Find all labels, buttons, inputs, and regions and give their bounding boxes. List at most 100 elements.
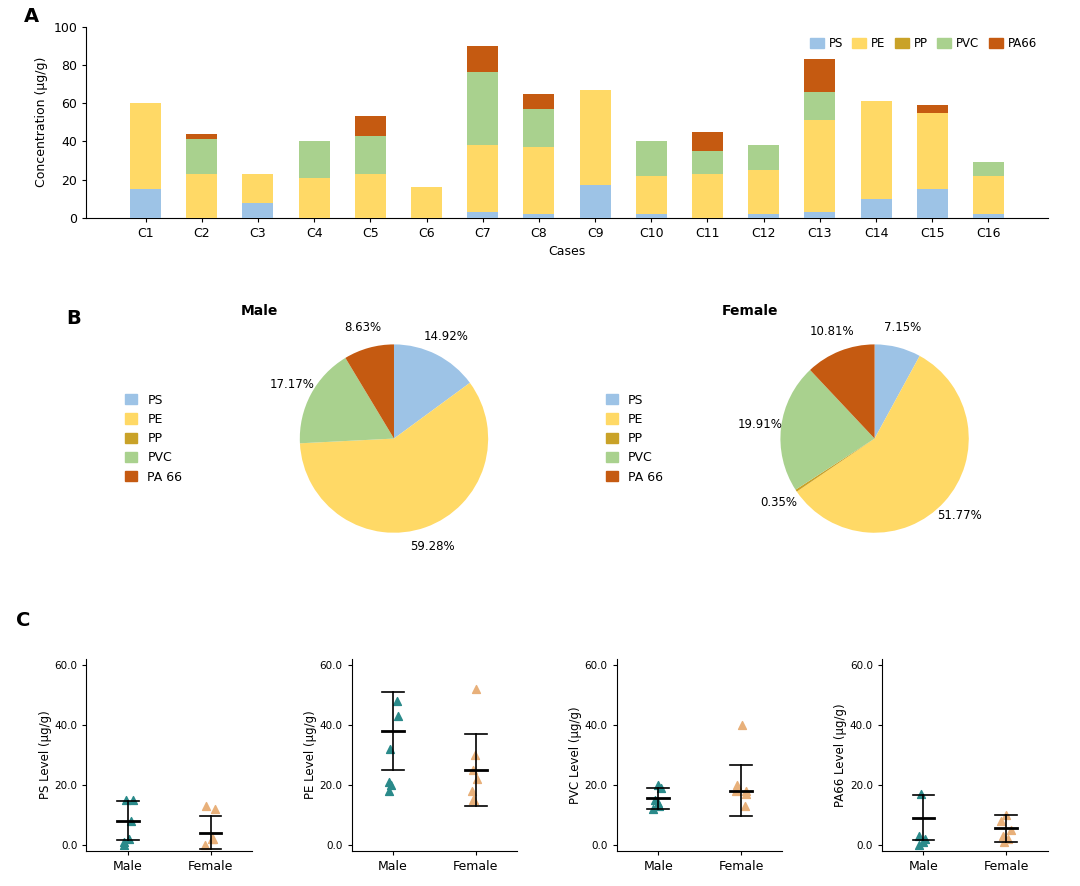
Bar [636, 214, 666, 218]
Bar [524, 109, 554, 147]
Point [381, 742, 399, 756]
Bar [973, 175, 1004, 214]
Text: A: A [24, 7, 39, 27]
Bar [748, 214, 779, 218]
Bar [692, 174, 723, 218]
Point [464, 793, 482, 807]
Point [645, 802, 662, 816]
Wedge shape [797, 356, 969, 532]
Y-axis label: PS Level (μg/g): PS Level (μg/g) [39, 711, 52, 799]
Bar [636, 175, 666, 214]
Text: 17.17%: 17.17% [270, 378, 315, 391]
Text: B: B [66, 309, 81, 328]
Point [122, 813, 139, 828]
Bar [186, 174, 217, 218]
Point [652, 781, 670, 795]
Bar [580, 185, 610, 218]
Bar [636, 142, 666, 175]
Wedge shape [300, 383, 488, 532]
Point [995, 828, 1012, 843]
Bar [468, 145, 498, 212]
Bar [973, 162, 1004, 175]
Legend: PS, PE, PP, PVC, PA 66: PS, PE, PP, PVC, PA 66 [603, 391, 665, 486]
Point [388, 694, 405, 708]
Wedge shape [875, 345, 920, 439]
X-axis label: Cases: Cases [549, 245, 585, 259]
Point [993, 813, 1010, 828]
Point [996, 835, 1013, 849]
Point [469, 772, 486, 786]
Point [465, 793, 483, 807]
Point [914, 835, 931, 849]
Wedge shape [346, 345, 394, 439]
Point [913, 787, 930, 801]
Bar [805, 91, 835, 120]
Bar [805, 59, 835, 91]
Bar [917, 105, 948, 113]
Bar [861, 101, 891, 198]
Point [999, 832, 1016, 846]
Point [206, 802, 224, 816]
Bar [861, 198, 891, 218]
Wedge shape [394, 345, 470, 439]
Legend: PS, PE, PP, PVC, PA 66: PS, PE, PP, PVC, PA 66 [122, 391, 185, 486]
Text: Male: Male [241, 304, 279, 318]
Bar [917, 190, 948, 218]
Wedge shape [300, 358, 394, 443]
Legend: PS, PE, PP, PVC, PA66: PS, PE, PP, PVC, PA66 [805, 33, 1042, 55]
Point [735, 798, 753, 812]
Point [124, 793, 141, 807]
Point [650, 798, 667, 812]
Point [197, 798, 214, 812]
Text: 14.92%: 14.92% [423, 330, 469, 343]
Text: 7.15%: 7.15% [885, 321, 921, 334]
Point [649, 778, 666, 792]
Bar [580, 89, 610, 185]
Point [998, 808, 1015, 822]
Wedge shape [810, 345, 875, 439]
Point [118, 793, 135, 807]
Point [468, 682, 485, 696]
Bar [692, 151, 723, 174]
Bar [692, 132, 723, 151]
Bar [973, 214, 1004, 218]
Point [917, 832, 934, 846]
Point [120, 832, 137, 846]
Bar [468, 212, 498, 218]
Point [467, 748, 484, 762]
Bar [805, 212, 835, 218]
Bar [805, 120, 835, 212]
Text: 10.81%: 10.81% [810, 325, 854, 338]
Text: 51.77%: 51.77% [937, 509, 982, 522]
Bar [748, 145, 779, 170]
Point [116, 835, 133, 849]
Bar [355, 116, 386, 136]
Bar [243, 174, 273, 203]
Y-axis label: Concentration (μg/g): Concentration (μg/g) [35, 57, 48, 188]
Bar [299, 178, 329, 218]
Bar [468, 73, 498, 145]
Point [646, 793, 663, 807]
Text: 59.28%: 59.28% [410, 540, 455, 554]
Point [463, 784, 481, 798]
Bar [524, 214, 554, 218]
Point [197, 837, 214, 851]
Point [1002, 822, 1020, 836]
Bar [355, 136, 386, 174]
Wedge shape [300, 439, 394, 443]
Text: 19.91%: 19.91% [738, 418, 783, 431]
Point [204, 832, 221, 846]
Point [116, 837, 133, 851]
Point [464, 763, 482, 777]
Bar [748, 170, 779, 214]
Bar [524, 147, 554, 214]
Bar [411, 187, 442, 218]
Point [382, 778, 400, 792]
Bar [299, 142, 329, 178]
Text: 0.35%: 0.35% [760, 495, 797, 509]
Bar [355, 174, 386, 218]
Point [738, 787, 755, 801]
Bar [468, 46, 498, 73]
Wedge shape [796, 439, 875, 492]
Bar [130, 103, 161, 190]
